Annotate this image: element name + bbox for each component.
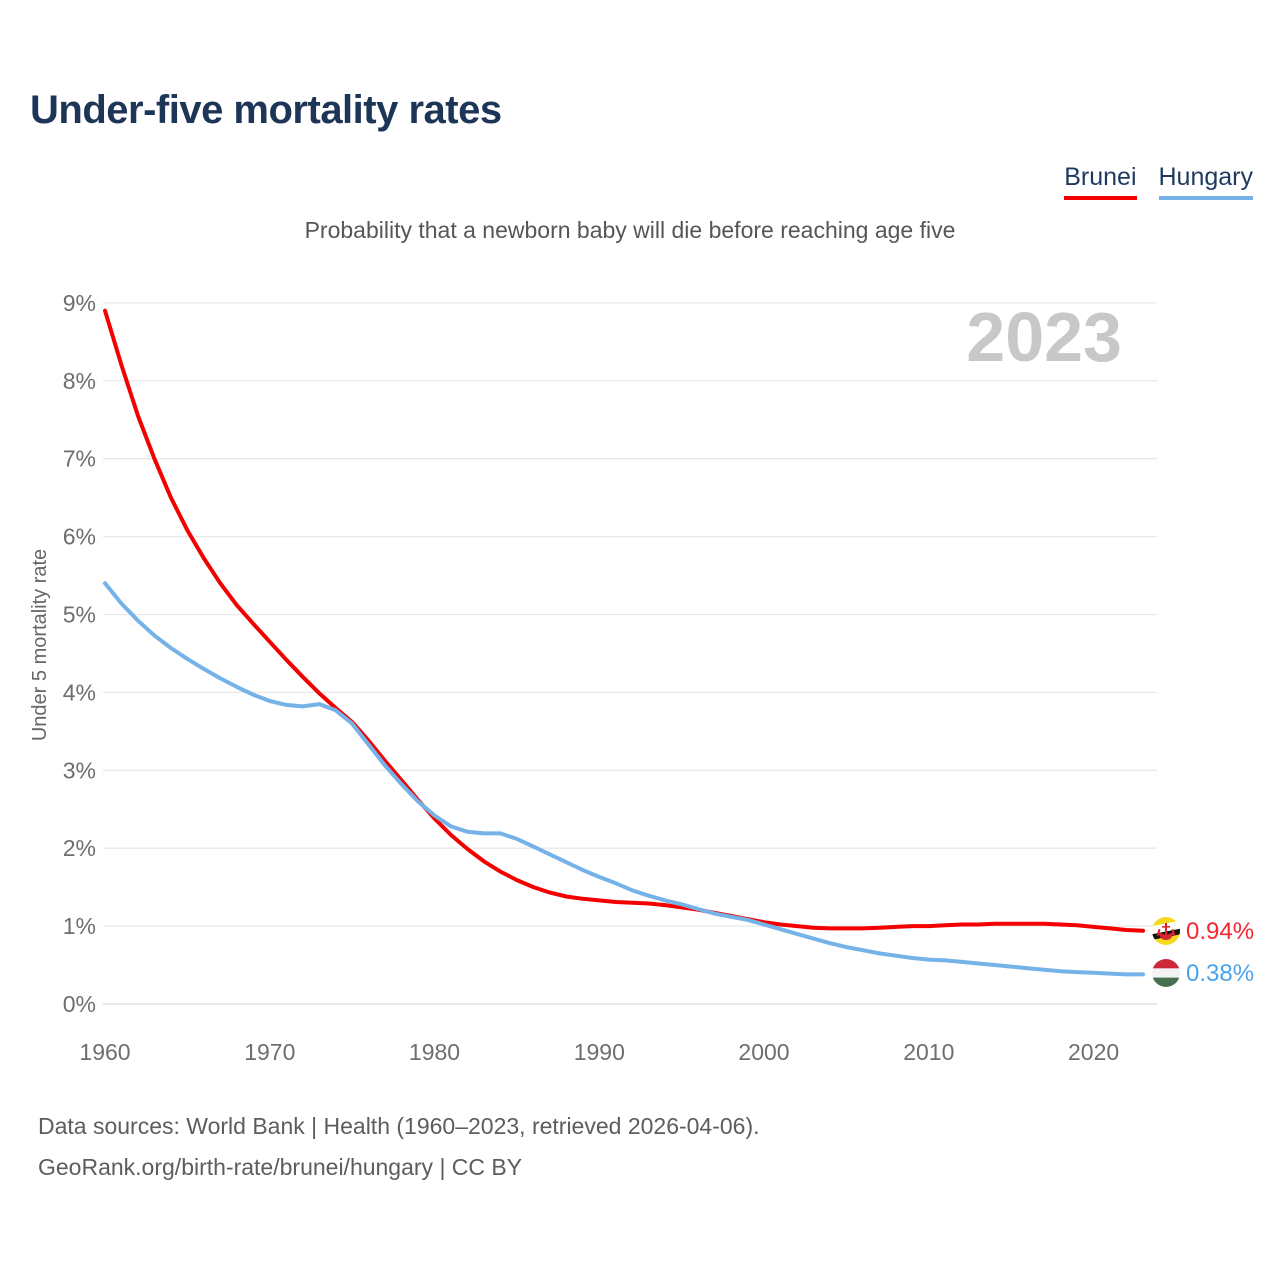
x-tick-label: 1960 xyxy=(79,1039,130,1065)
y-tick-label: 2% xyxy=(63,835,96,861)
x-axis-tick-labels: 1960 1970 1980 1990 2000 2010 2020 xyxy=(79,1039,1119,1065)
legend-item-hungary[interactable]: Hungary xyxy=(1158,163,1253,200)
y-tick-label: 5% xyxy=(63,602,96,628)
series-line-brunei[interactable] xyxy=(103,308,1145,933)
y-tick-label: 8% xyxy=(63,368,96,394)
y-tick-label: 1% xyxy=(63,913,96,939)
y-tick-label: 6% xyxy=(63,524,96,550)
x-tick-label: 2000 xyxy=(738,1039,789,1065)
x-tick-label: 1970 xyxy=(244,1039,295,1065)
legend-item-brunei[interactable]: Brunei xyxy=(1064,163,1137,200)
hungary-flag-icon[interactable] xyxy=(1152,959,1180,987)
page-title: Under-five mortality rates xyxy=(30,88,502,132)
brunei-flag-icon[interactable] xyxy=(1145,917,1187,945)
y-axis-title: Under 5 mortality rate xyxy=(29,549,51,741)
series-line-hungary[interactable] xyxy=(103,581,1145,977)
y-tick-label: 3% xyxy=(63,757,96,783)
x-tick-label: 1980 xyxy=(409,1039,460,1065)
y-tick-label: 4% xyxy=(63,679,96,705)
y-tick-label: 7% xyxy=(63,446,96,472)
y-tick-label: 9% xyxy=(63,290,96,316)
footer-data-sources: Data sources: World Bank | Health (1960–… xyxy=(38,1113,760,1139)
footer: Data sources: World Bank | Health (1960–… xyxy=(38,1106,760,1188)
y-tick-label: 0% xyxy=(63,991,96,1017)
year-watermark: 2023 xyxy=(966,298,1122,376)
chart-subtitle: Probability that a newborn baby will die… xyxy=(304,217,956,243)
x-tick-label: 2020 xyxy=(1068,1039,1119,1065)
y-axis-tick-labels: 0% 1% 2% 3% 4% 5% 6% 7% 8% 9% xyxy=(63,290,96,1017)
hungary-value-label: 0.38% xyxy=(1186,960,1254,987)
x-tick-label: 2010 xyxy=(903,1039,954,1065)
footer-attribution: GeoRank.org/birth-rate/brunei/hungary | … xyxy=(38,1154,523,1180)
x-tick-label: 1990 xyxy=(574,1039,625,1065)
gridlines xyxy=(103,302,1157,1005)
data-series xyxy=(103,308,1145,977)
legend: Brunei Hungary xyxy=(1064,163,1253,200)
brunei-value-label: 0.94% xyxy=(1186,918,1254,945)
